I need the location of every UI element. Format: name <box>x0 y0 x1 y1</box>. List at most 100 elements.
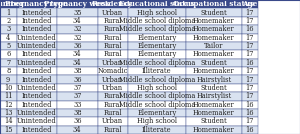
Text: Illiterate: Illiterate <box>142 126 172 134</box>
Text: 35: 35 <box>73 9 82 17</box>
Text: Educational status: Educational status <box>119 0 195 8</box>
Bar <box>186 42 242 50</box>
Bar <box>16 17 57 25</box>
Bar <box>0 100 16 109</box>
Bar <box>98 50 128 59</box>
Bar <box>242 0 258 8</box>
Bar <box>128 92 186 100</box>
Bar <box>128 75 186 84</box>
Bar <box>242 75 258 84</box>
Text: Urban: Urban <box>102 84 123 92</box>
Bar <box>242 126 258 134</box>
Bar <box>0 84 16 92</box>
Bar <box>128 8 186 17</box>
Text: Middle school diploma: Middle school diploma <box>118 17 195 25</box>
Text: Homemaker: Homemaker <box>193 67 235 75</box>
Bar <box>242 17 258 25</box>
Text: 17: 17 <box>246 34 254 42</box>
Text: Middle school diploma: Middle school diploma <box>118 101 195 109</box>
Bar <box>16 0 57 8</box>
Bar <box>186 84 242 92</box>
Text: Homemaker: Homemaker <box>193 126 235 134</box>
Text: 16: 16 <box>245 109 254 117</box>
Text: 36: 36 <box>73 76 82 84</box>
Bar <box>242 8 258 17</box>
Text: Number: Number <box>0 0 25 8</box>
Text: Residency: Residency <box>92 0 133 8</box>
Bar <box>57 117 98 126</box>
Text: 17: 17 <box>246 84 254 92</box>
Bar <box>98 126 128 134</box>
Bar <box>57 0 98 8</box>
Text: 37: 37 <box>73 84 81 92</box>
Bar <box>186 59 242 67</box>
Bar <box>128 59 186 67</box>
Text: 34: 34 <box>73 126 82 134</box>
Bar <box>128 126 186 134</box>
Text: Urban: Urban <box>102 59 123 67</box>
Bar <box>98 42 128 50</box>
Text: Homemaker: Homemaker <box>193 17 235 25</box>
Bar <box>242 117 258 126</box>
Bar <box>98 59 128 67</box>
Bar <box>186 67 242 75</box>
Bar <box>16 8 57 17</box>
Bar <box>128 100 186 109</box>
Text: Unintended: Unintended <box>17 42 57 50</box>
Text: 38: 38 <box>73 67 82 75</box>
Bar <box>57 100 98 109</box>
Bar <box>242 50 258 59</box>
Text: 14: 14 <box>4 117 13 125</box>
Bar <box>242 42 258 50</box>
Bar <box>0 42 16 50</box>
Text: Elementary: Elementary <box>137 34 176 42</box>
Bar <box>0 50 16 59</box>
Bar <box>57 59 98 67</box>
Text: Homemaker: Homemaker <box>193 101 235 109</box>
Text: Intended: Intended <box>22 9 52 17</box>
Text: Homemaker: Homemaker <box>193 34 235 42</box>
Bar <box>128 67 186 75</box>
Text: 36: 36 <box>73 42 82 50</box>
Text: 17: 17 <box>246 17 254 25</box>
Text: Intended: Intended <box>22 25 52 33</box>
Text: Middle school diploma: Middle school diploma <box>118 25 195 33</box>
Bar <box>98 34 128 42</box>
Text: Homemaker: Homemaker <box>193 25 235 33</box>
Text: High school: High school <box>137 84 177 92</box>
Text: Age: Age <box>242 0 257 8</box>
Text: 37: 37 <box>73 92 81 100</box>
Bar <box>128 34 186 42</box>
Text: Student: Student <box>200 9 227 17</box>
Bar <box>242 25 258 34</box>
Text: Middle school diploma: Middle school diploma <box>118 92 195 100</box>
Bar <box>57 109 98 117</box>
Bar <box>128 17 186 25</box>
Bar <box>242 67 258 75</box>
Bar <box>16 126 57 134</box>
Text: Elementary: Elementary <box>137 50 176 58</box>
Bar <box>186 17 242 25</box>
Text: Student: Student <box>200 84 227 92</box>
Text: Tailor: Tailor <box>204 42 224 50</box>
Bar <box>16 25 57 34</box>
Text: Homemaker: Homemaker <box>193 109 235 117</box>
Bar <box>128 117 186 126</box>
Bar <box>57 50 98 59</box>
Bar <box>98 117 128 126</box>
Bar <box>242 34 258 42</box>
Text: 32: 32 <box>73 25 82 33</box>
Text: 11: 11 <box>4 92 13 100</box>
Bar <box>98 92 128 100</box>
Bar <box>186 34 242 42</box>
Bar <box>186 117 242 126</box>
Bar <box>128 0 186 8</box>
Text: 17: 17 <box>246 42 254 50</box>
Bar <box>186 100 242 109</box>
Bar <box>186 8 242 17</box>
Text: Urban: Urban <box>102 76 123 84</box>
Text: 34: 34 <box>73 50 82 58</box>
Text: Unintended: Unintended <box>17 34 57 42</box>
Text: Rural: Rural <box>103 50 122 58</box>
Text: Middle school diploma: Middle school diploma <box>118 76 195 84</box>
